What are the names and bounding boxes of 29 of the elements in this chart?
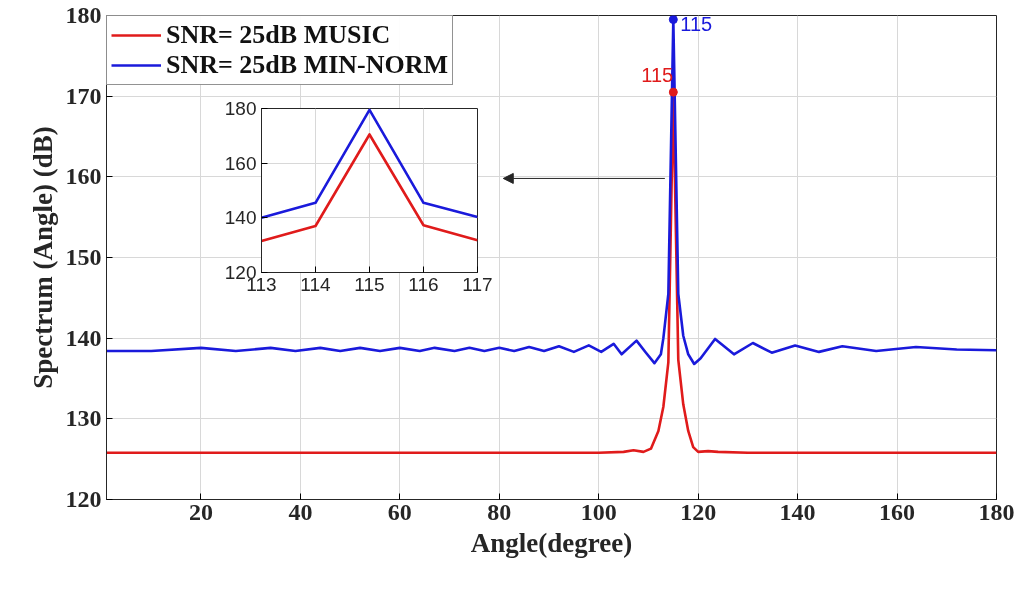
x-tick-label: 20 xyxy=(188,498,213,525)
legend-label: SNR= 25dB MUSIC xyxy=(166,20,391,50)
x-tick-label: 120 xyxy=(680,498,717,525)
y-tick-label: 140 xyxy=(224,207,257,229)
y-tick-label: 170 xyxy=(65,82,102,109)
x-axis-title: Angle(degree) xyxy=(470,527,633,558)
y-tick-label: 150 xyxy=(65,244,102,270)
x-tick-label: 116 xyxy=(408,273,439,295)
y-tick-label: 130 xyxy=(65,405,102,432)
x-tick-label: 40 xyxy=(288,498,313,525)
legend-label: SNR= 25dB MIN-NORM xyxy=(166,50,449,80)
x-tick-label: 60 xyxy=(387,498,412,525)
annotation: 115 xyxy=(680,12,713,35)
x-tick-label: 80 xyxy=(487,498,512,525)
y-tick-label: 160 xyxy=(224,152,257,174)
x-tick-label: 140 xyxy=(779,498,816,525)
x-tick-label: 160 xyxy=(879,498,916,525)
line-series xyxy=(261,108,478,220)
x-tick-label: 117 xyxy=(462,273,493,295)
x-tick-label: 115 xyxy=(354,273,385,295)
y-tick-label: 160 xyxy=(65,163,102,190)
x-tick-label: 100 xyxy=(580,498,617,525)
line-series xyxy=(261,133,478,243)
x-tick-label: 180 xyxy=(978,498,1015,525)
y-tick-label: 140 xyxy=(65,324,102,351)
y-tick-label: 180 xyxy=(224,98,257,119)
y-axis-title: Spectrum (Angle) (dB) xyxy=(27,126,58,389)
y-tick-label: 180 xyxy=(65,2,102,28)
x-tick-label: 114 xyxy=(300,273,332,295)
